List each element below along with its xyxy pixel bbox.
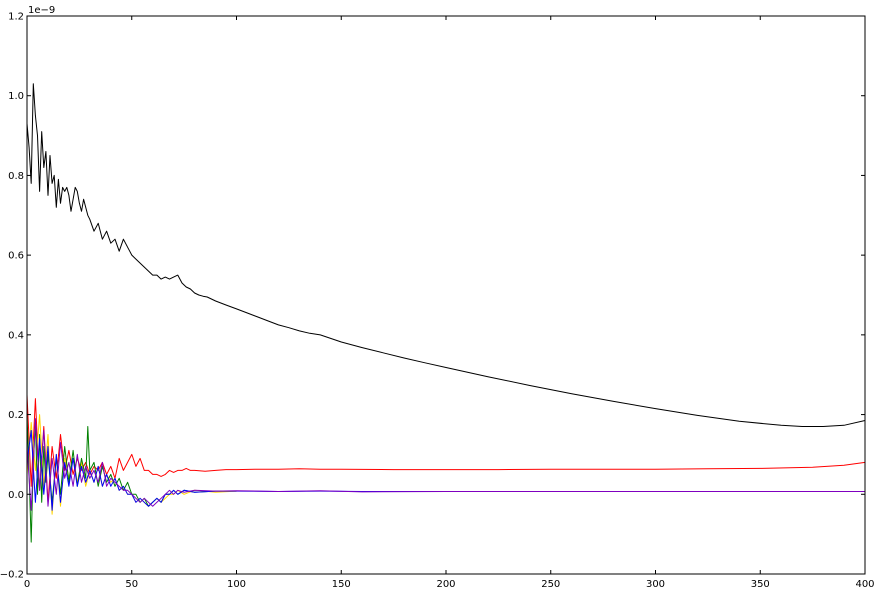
- y-tick-label: 1.0: [8, 91, 24, 102]
- series-layer: [26, 83, 866, 543]
- x-tick-label: 0: [24, 579, 30, 590]
- x-tick-label: 300: [646, 579, 665, 590]
- y-tick-label: 0.8: [8, 171, 24, 182]
- x-tick-label: 350: [751, 579, 770, 590]
- x-tick-label: 250: [541, 579, 560, 590]
- x-tick-label: 200: [436, 579, 455, 590]
- x-tick-label: 400: [855, 579, 874, 590]
- series-line-5: [26, 418, 865, 511]
- y-tick-label: 0.6: [8, 251, 24, 262]
- x-tick-label: 150: [332, 579, 351, 590]
- y-tick-label: 0.4: [8, 330, 24, 341]
- x-tick-label: 100: [227, 579, 246, 590]
- x-tick-label: 50: [125, 579, 138, 590]
- series-line-0: [26, 83, 866, 427]
- y-tick-label: 1.2: [8, 12, 24, 23]
- plot-background: [27, 16, 865, 574]
- y-tick-label: −0.2: [0, 570, 24, 581]
- tick-layer: 0 50 100 150 200 250 300 350 400 −0.2 0.0 0.2 0.4 0.6…: [0, 12, 875, 591]
- y-offset-label: 1e−9: [28, 5, 55, 16]
- series-line-1: [26, 394, 866, 503]
- y-tick-label: 0.2: [8, 410, 24, 421]
- y-tick-label: 0.0: [8, 490, 24, 501]
